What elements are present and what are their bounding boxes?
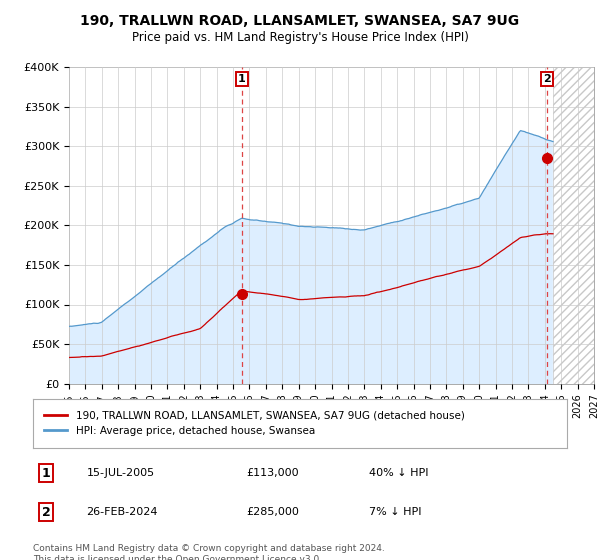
Legend: 190, TRALLWN ROAD, LLANSAMLET, SWANSEA, SA7 9UG (detached house), HPI: Average p: 190, TRALLWN ROAD, LLANSAMLET, SWANSEA, … — [38, 404, 471, 442]
Text: 190, TRALLWN ROAD, LLANSAMLET, SWANSEA, SA7 9UG: 190, TRALLWN ROAD, LLANSAMLET, SWANSEA, … — [80, 14, 520, 28]
Bar — [553, 67, 594, 384]
Text: 26-FEB-2024: 26-FEB-2024 — [86, 507, 158, 517]
Text: 2: 2 — [544, 74, 551, 84]
Text: 2: 2 — [42, 506, 51, 519]
Text: 15-JUL-2005: 15-JUL-2005 — [86, 468, 155, 478]
Text: £285,000: £285,000 — [247, 507, 299, 517]
Text: 40% ↓ HPI: 40% ↓ HPI — [370, 468, 429, 478]
Text: Price paid vs. HM Land Registry's House Price Index (HPI): Price paid vs. HM Land Registry's House … — [131, 31, 469, 44]
Text: 1: 1 — [42, 466, 51, 479]
Text: 1: 1 — [238, 74, 246, 84]
Text: Contains HM Land Registry data © Crown copyright and database right 2024.
This d: Contains HM Land Registry data © Crown c… — [33, 544, 385, 560]
Text: £113,000: £113,000 — [247, 468, 299, 478]
Text: 7% ↓ HPI: 7% ↓ HPI — [370, 507, 422, 517]
